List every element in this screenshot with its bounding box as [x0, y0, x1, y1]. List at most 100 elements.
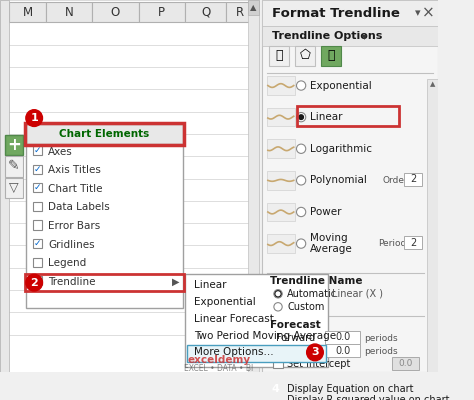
Text: Chart Title: Chart Title: [48, 184, 102, 194]
FancyBboxPatch shape: [33, 276, 43, 286]
Text: 1: 1: [30, 113, 38, 123]
Text: periods: periods: [364, 334, 398, 343]
Text: ✎: ✎: [8, 160, 19, 174]
FancyBboxPatch shape: [404, 173, 422, 186]
FancyBboxPatch shape: [33, 239, 43, 248]
FancyBboxPatch shape: [247, 0, 259, 372]
Circle shape: [276, 292, 280, 296]
Text: ▲: ▲: [250, 3, 256, 12]
Text: Error Bars: Error Bars: [48, 221, 100, 231]
Text: ▽: ▽: [9, 181, 18, 194]
FancyBboxPatch shape: [33, 220, 43, 230]
FancyBboxPatch shape: [267, 108, 295, 126]
FancyBboxPatch shape: [0, 0, 259, 372]
Circle shape: [297, 239, 306, 248]
Text: Legend: Legend: [48, 258, 86, 268]
FancyBboxPatch shape: [33, 258, 43, 267]
Circle shape: [307, 344, 323, 361]
FancyBboxPatch shape: [5, 178, 23, 198]
Text: 📊: 📊: [327, 49, 335, 62]
Text: ▾: ▾: [362, 31, 366, 41]
Text: More Options...: More Options...: [194, 347, 273, 357]
Circle shape: [26, 110, 43, 126]
FancyBboxPatch shape: [46, 2, 92, 22]
Text: M: M: [23, 6, 33, 18]
Text: Display Equation on chart: Display Equation on chart: [287, 384, 414, 394]
Text: Linear (X ): Linear (X ): [332, 289, 383, 299]
Text: Power: Power: [310, 207, 342, 217]
Circle shape: [26, 274, 43, 291]
Text: Set Intercept: Set Intercept: [287, 360, 351, 370]
FancyBboxPatch shape: [267, 234, 295, 253]
Circle shape: [297, 112, 306, 122]
Text: Chart Elements: Chart Elements: [59, 129, 149, 139]
FancyBboxPatch shape: [5, 135, 23, 155]
FancyBboxPatch shape: [325, 331, 360, 344]
Text: ⬠: ⬠: [300, 49, 310, 62]
Text: Data Labels: Data Labels: [48, 202, 110, 212]
FancyBboxPatch shape: [269, 46, 289, 66]
FancyBboxPatch shape: [273, 394, 283, 400]
FancyBboxPatch shape: [187, 345, 326, 362]
FancyBboxPatch shape: [26, 124, 183, 144]
Text: Moving
Average: Moving Average: [310, 233, 353, 254]
Circle shape: [297, 176, 306, 185]
Text: ▶: ▶: [172, 277, 179, 287]
Text: 🖐: 🖐: [275, 49, 283, 62]
Text: ▲: ▲: [429, 82, 435, 88]
Text: Trendline: Trendline: [48, 277, 96, 287]
Text: Custom: Custom: [287, 302, 325, 312]
Text: Q: Q: [201, 6, 210, 18]
FancyBboxPatch shape: [392, 357, 419, 370]
FancyBboxPatch shape: [320, 46, 341, 66]
Text: Period: Period: [378, 239, 406, 248]
FancyBboxPatch shape: [26, 124, 183, 308]
FancyBboxPatch shape: [267, 76, 295, 95]
Text: Forecast: Forecast: [270, 320, 320, 330]
FancyBboxPatch shape: [270, 382, 422, 397]
Text: EXCEL • DATA • BI: EXCEL • DATA • BI: [184, 364, 254, 373]
Text: 0.0: 0.0: [335, 346, 350, 356]
Text: 4: 4: [271, 384, 279, 394]
FancyBboxPatch shape: [273, 359, 283, 368]
Text: exceldemy: exceldemy: [187, 355, 250, 365]
FancyBboxPatch shape: [5, 156, 23, 177]
Text: Linear: Linear: [194, 280, 227, 290]
Text: ×: ×: [422, 6, 435, 20]
FancyBboxPatch shape: [267, 140, 295, 158]
Text: ✓: ✓: [34, 165, 42, 174]
FancyBboxPatch shape: [33, 183, 43, 192]
FancyBboxPatch shape: [226, 2, 254, 22]
FancyBboxPatch shape: [247, 0, 259, 15]
Text: 2: 2: [410, 174, 416, 184]
FancyBboxPatch shape: [33, 164, 43, 174]
Text: ✓: ✓: [34, 183, 42, 192]
Text: 0.0: 0.0: [398, 359, 413, 368]
FancyBboxPatch shape: [295, 46, 315, 66]
FancyBboxPatch shape: [185, 2, 226, 22]
Text: Two Period Moving Average: Two Period Moving Average: [194, 331, 336, 341]
Text: Automatic: Automatic: [287, 289, 337, 299]
Text: N: N: [65, 6, 73, 18]
Text: Polynomial: Polynomial: [310, 175, 367, 185]
Text: Linear Forecast: Linear Forecast: [194, 314, 274, 324]
FancyBboxPatch shape: [262, 0, 438, 372]
FancyBboxPatch shape: [92, 2, 138, 22]
Text: Order: Order: [383, 176, 408, 185]
Circle shape: [299, 115, 303, 120]
Text: Axis Titles: Axis Titles: [48, 165, 101, 175]
Text: Logarithmic: Logarithmic: [310, 144, 373, 154]
Text: periods: periods: [364, 347, 398, 356]
FancyBboxPatch shape: [325, 344, 360, 357]
Text: Backward: Backward: [276, 346, 324, 356]
Text: Format Trendline: Format Trendline: [272, 6, 400, 20]
Text: Exponential: Exponential: [194, 297, 256, 307]
FancyBboxPatch shape: [33, 146, 43, 155]
FancyBboxPatch shape: [33, 202, 43, 211]
FancyBboxPatch shape: [0, 0, 9, 372]
Text: Gridlines: Gridlines: [48, 240, 95, 250]
Circle shape: [274, 303, 282, 311]
Text: 0.0: 0.0: [335, 332, 350, 342]
FancyBboxPatch shape: [262, 26, 438, 46]
Text: 3: 3: [311, 347, 319, 357]
